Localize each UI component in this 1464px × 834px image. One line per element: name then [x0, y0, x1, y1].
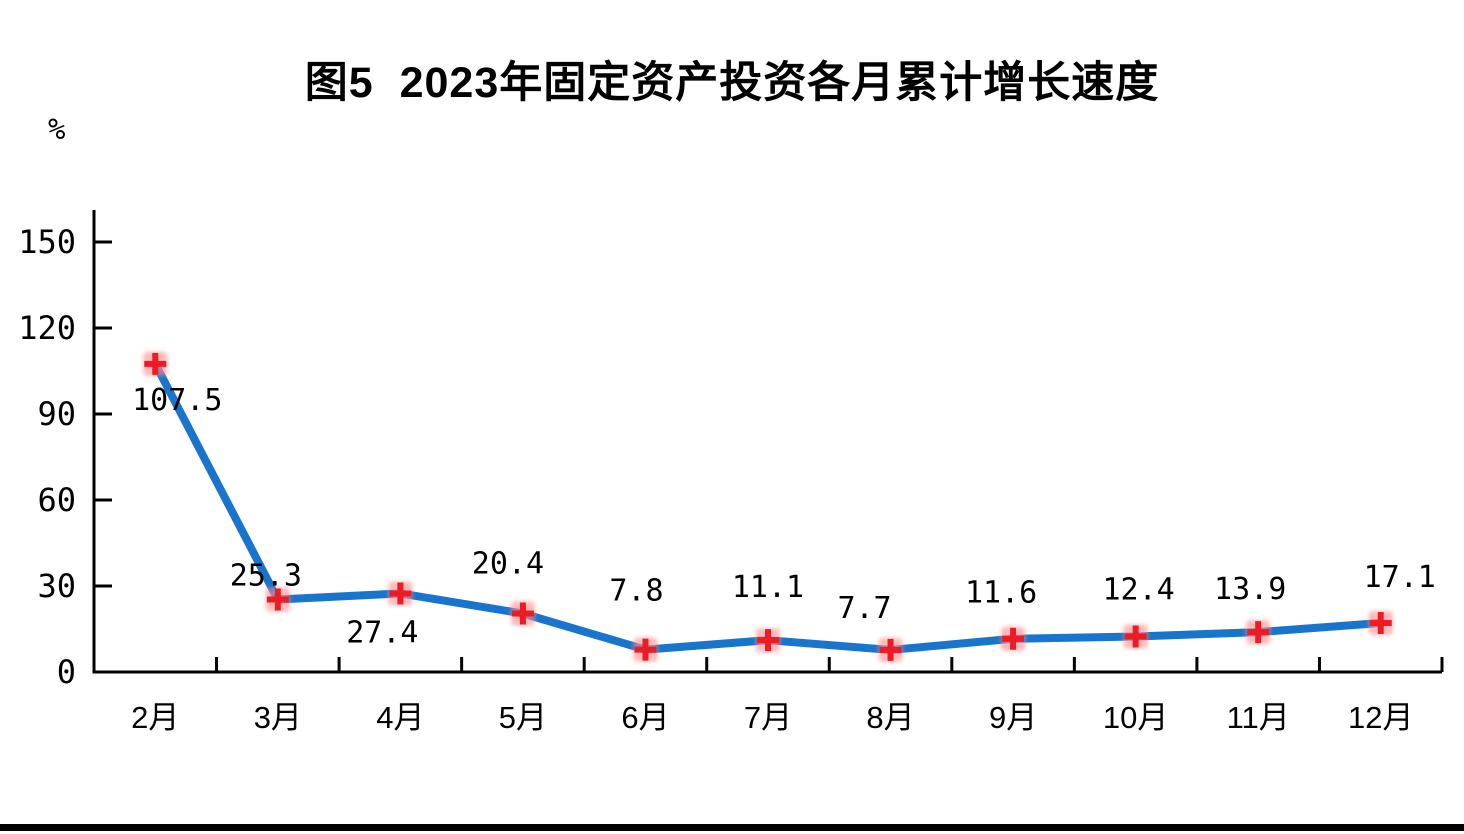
bottom-divider-bar — [0, 824, 1464, 831]
y-axis-tick-label: 0 — [57, 653, 76, 691]
data-point-label: 7.7 — [837, 591, 891, 626]
data-point-label: 12.4 — [1103, 572, 1175, 607]
x-axis-label: 10月 — [1103, 700, 1168, 735]
data-point-marker — [1124, 625, 1147, 648]
x-axis-label: 3月 — [254, 700, 302, 735]
x-axis-label: 4月 — [376, 700, 424, 735]
chart-title: 图5 2023年固定资产投资各月累计增长速度 — [304, 59, 1160, 107]
x-axis-label: 5月 — [499, 700, 547, 735]
y-axis-tick-label: 30 — [37, 567, 76, 605]
x-axis-label: 7月 — [744, 700, 792, 735]
y-axis-tick-label: 90 — [37, 395, 76, 433]
x-axis-label: 11月 — [1227, 700, 1290, 735]
data-point-marker — [1369, 611, 1392, 634]
x-axis-label: 9月 — [989, 700, 1037, 735]
data-series-line — [151, 359, 1385, 654]
data-point-label: 20.4 — [472, 547, 544, 582]
y-axis-tick-label: 120 — [18, 309, 76, 347]
data-point-label: 25.3 — [230, 558, 302, 593]
x-axis-label: 8月 — [866, 700, 914, 735]
x-axis-label: 6月 — [621, 700, 669, 735]
data-point-label: 11.1 — [732, 570, 804, 605]
data-point-marker — [266, 588, 289, 611]
data-point-marker — [144, 352, 167, 375]
x-axis-label: 2月 — [131, 700, 179, 735]
axis-frame — [92, 210, 1442, 674]
data-point-marker — [634, 638, 657, 661]
data-point-marker — [511, 602, 534, 625]
x-axis-label: 12月 — [1348, 700, 1413, 735]
data-point-label: 107.5 — [132, 383, 222, 418]
data-point-marker — [757, 629, 779, 652]
data-point-label: 7.8 — [609, 574, 663, 609]
data-point-marker — [1247, 621, 1270, 644]
y-axis-tick-label: 150 — [18, 223, 76, 261]
data-point-label: 17.1 — [1364, 560, 1436, 595]
data-point-marker — [389, 582, 412, 605]
data-point-label: 13.9 — [1214, 572, 1286, 607]
data-point-label: 11.6 — [965, 576, 1037, 611]
data-point-marker — [1002, 627, 1025, 650]
y-axis-unit-label: % — [48, 112, 66, 146]
y-axis-tick-label: 60 — [37, 481, 76, 519]
data-point-marker — [879, 638, 902, 661]
data-point-label: 27.4 — [346, 615, 418, 650]
